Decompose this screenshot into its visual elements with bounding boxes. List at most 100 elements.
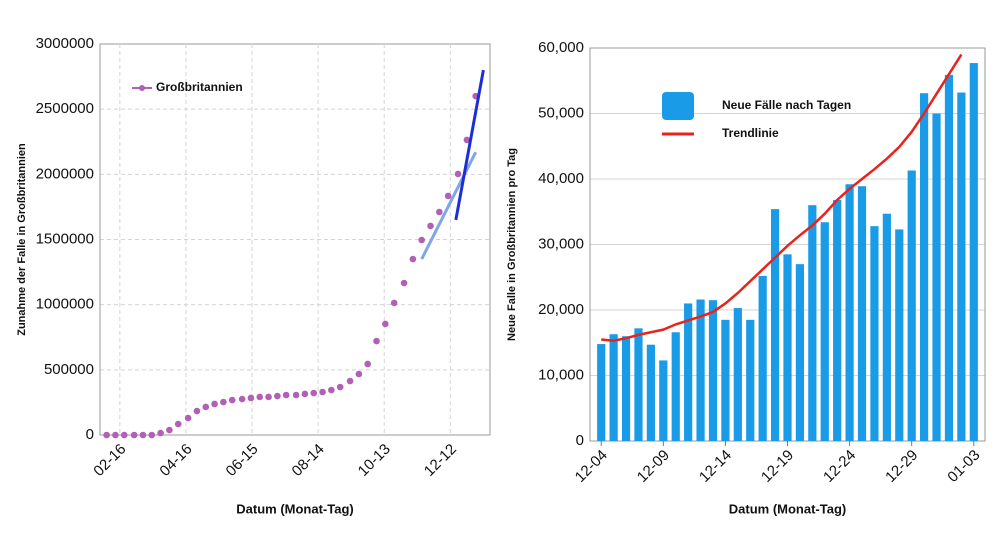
x-tick-label: 10-13 — [355, 441, 394, 480]
data-point — [427, 222, 434, 230]
y-tick-label: 3000000 — [36, 35, 94, 52]
x-tick-label: 12-14 — [696, 447, 735, 486]
bar — [795, 264, 805, 441]
bar — [969, 63, 978, 441]
data-point — [265, 393, 272, 401]
data-point — [454, 170, 462, 178]
bar — [820, 222, 829, 441]
data-point — [157, 429, 164, 437]
bar — [845, 184, 854, 442]
y-tick-label: 30,000 — [538, 235, 584, 252]
y-axis-label: Neue Falle in Großbritannien pro Tag — [506, 148, 518, 341]
x-axis-label: Datum (Monat-Tag) — [236, 501, 353, 516]
data-point — [310, 389, 318, 397]
x-tick-label: 12-04 — [572, 447, 611, 486]
bar — [597, 344, 606, 441]
bar — [659, 360, 668, 441]
bar — [857, 186, 867, 441]
bar — [684, 303, 693, 441]
x-tick-label: 12-12 — [421, 441, 460, 480]
data-point — [400, 279, 408, 287]
trend-line — [601, 53, 963, 343]
y-tick-label: 2000000 — [36, 165, 94, 182]
trend-line — [420, 151, 478, 260]
data-point — [130, 431, 138, 439]
y-tick-label: 0 — [576, 432, 584, 449]
x-tick-label: 04-16 — [156, 441, 195, 480]
bar — [957, 92, 966, 441]
data-point — [292, 391, 300, 399]
data-point — [390, 299, 398, 307]
data-point — [282, 391, 290, 399]
bar — [770, 209, 780, 441]
data-point — [184, 414, 192, 422]
bar — [746, 319, 755, 441]
trend-line — [454, 69, 485, 221]
bar — [708, 300, 718, 441]
y-axis-label: Zunahme der Falle in Großbritannien — [16, 143, 28, 336]
y-tick-label: 1500000 — [36, 230, 94, 247]
data-point — [319, 388, 326, 396]
data-point — [148, 431, 156, 439]
legend-label: Großbritannien — [156, 80, 243, 94]
data-point — [444, 192, 452, 200]
data-point — [346, 377, 354, 385]
data-point — [355, 370, 363, 378]
data-point — [211, 400, 218, 408]
bar — [808, 205, 817, 441]
bar — [621, 336, 631, 441]
bar — [944, 74, 954, 441]
data-point — [364, 360, 372, 368]
x-axis-label: Datum (Monat-Tag) — [729, 501, 846, 516]
data-point — [193, 407, 201, 415]
bar — [833, 199, 842, 441]
y-tick-label: 500000 — [44, 361, 94, 378]
x-tick-label: 01-03 — [944, 447, 983, 486]
y-tick-label: 0 — [86, 426, 94, 443]
data-point — [436, 208, 443, 216]
x-tick-label: 12-09 — [634, 447, 673, 486]
bar — [634, 328, 643, 441]
bar — [932, 113, 941, 441]
bar — [920, 93, 929, 441]
bar — [646, 344, 655, 441]
bar — [671, 332, 680, 441]
x-tick-label: 06-15 — [223, 441, 262, 480]
bar — [758, 275, 767, 441]
data-point — [373, 337, 380, 345]
data-point — [139, 431, 147, 439]
x-tick-label: 12-29 — [882, 447, 921, 486]
bar — [721, 319, 730, 441]
data-point — [301, 390, 309, 398]
legend-marker — [139, 85, 145, 91]
data-point — [336, 383, 344, 391]
data-point — [256, 393, 264, 401]
plot-frame — [99, 43, 491, 436]
bar — [609, 334, 618, 441]
y-tick-label: 50,000 — [538, 104, 584, 121]
data-point — [247, 394, 255, 402]
x-tick-label: 08-14 — [289, 441, 328, 480]
bar — [882, 213, 891, 441]
data-point — [409, 255, 417, 263]
y-tick-label: 2500000 — [36, 100, 94, 117]
bar — [733, 308, 742, 441]
y-tick-label: 20,000 — [538, 301, 584, 318]
bar — [870, 226, 879, 441]
legend-swatch — [662, 92, 694, 120]
data-point — [220, 398, 227, 406]
data-point — [328, 386, 335, 394]
data-point — [120, 431, 128, 439]
data-point — [274, 392, 281, 400]
data-point — [463, 136, 471, 144]
bar — [696, 299, 705, 441]
y-tick-label: 1000000 — [36, 296, 94, 313]
x-tick-label: 12-24 — [820, 447, 859, 486]
y-tick-label: 60,000 — [538, 39, 584, 56]
data-point — [202, 403, 210, 411]
data-point — [382, 320, 389, 328]
data-point — [103, 431, 110, 439]
bar — [907, 170, 916, 442]
data-point — [238, 395, 246, 403]
